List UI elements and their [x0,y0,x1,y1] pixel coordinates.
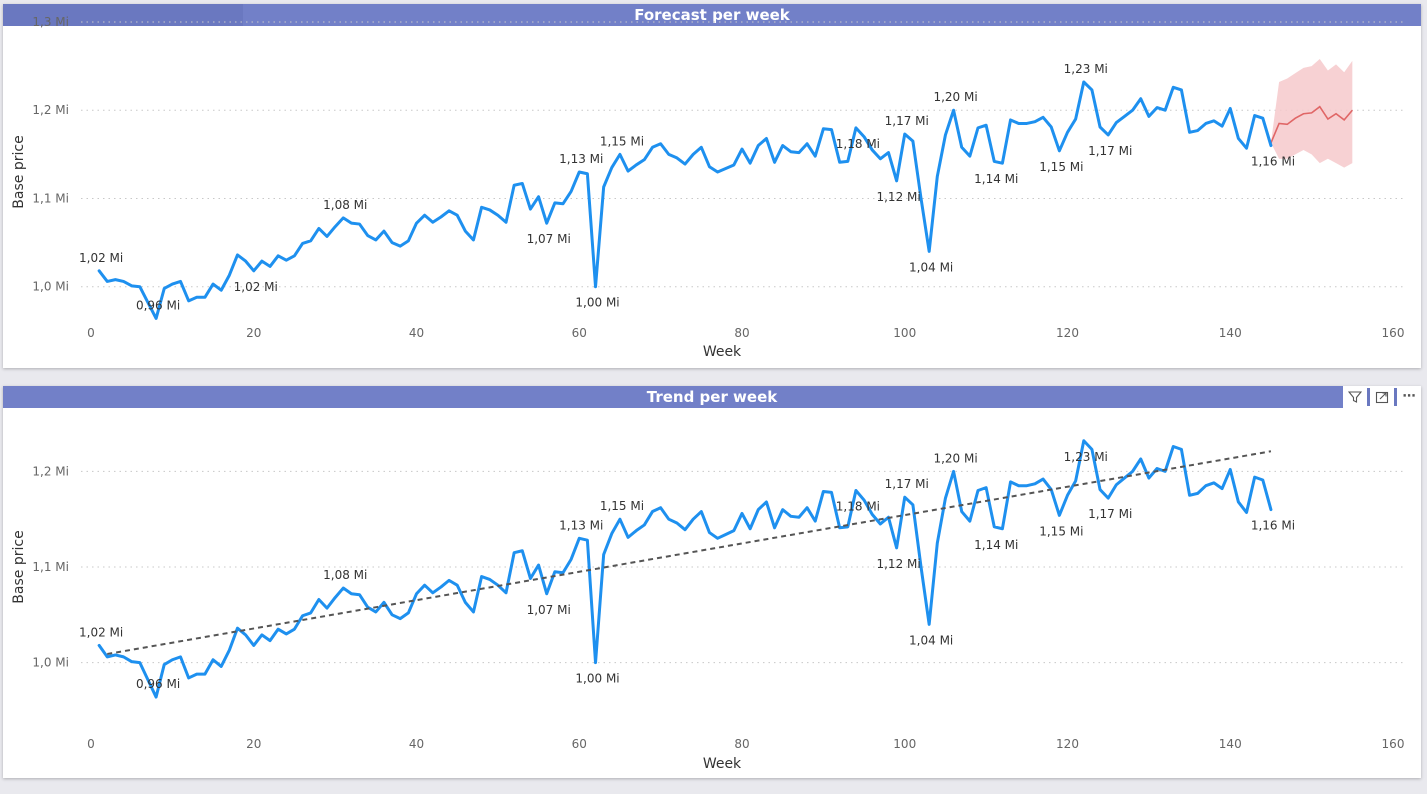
data-label: 1,15 Mi [1039,524,1083,538]
data-label: 1,08 Mi [323,568,367,582]
x-tick-label: 80 [734,326,749,340]
toolbar-separator [1394,388,1397,406]
data-label: 0,96 Mi [136,677,180,691]
x-tick-label: 140 [1219,326,1242,340]
x-tick-label: 60 [572,737,587,751]
visual-header-toolbar: ⋯ [1343,386,1421,408]
data-label: 1,04 Mi [909,633,953,647]
more-options-icon[interactable]: ⋯ [1402,389,1416,404]
y-axis-title: Base price [11,135,27,208]
x-tick-label: 0 [87,326,95,340]
x-tick-label: 100 [893,326,916,340]
y-tick-label: 1,3 Mi [32,15,69,29]
forecast-line [1270,105,1353,144]
data-label: 1,00 Mi [575,296,619,310]
data-label: 1,02 Mi [79,625,123,639]
data-label: 1,00 Mi [575,672,619,686]
data-label: 1,07 Mi [527,603,571,617]
title-bar-accent [3,4,243,26]
data-label: 1,15 Mi [600,134,644,148]
x-tick-label: 20 [246,737,261,751]
data-label: 1,04 Mi [909,260,953,274]
x-tick-label: 120 [1056,326,1079,340]
x-tick-label: 0 [87,737,95,751]
base-price-line [97,80,1273,320]
x-tick-label: 40 [409,326,424,340]
data-label: 1,18 Mi [836,500,880,514]
y-tick-label: 1,1 Mi [32,560,69,574]
x-tick-label: 160 [1382,737,1405,751]
data-label: 1,07 Mi [527,232,571,246]
x-axis-title: Week [703,344,742,360]
trend-chart-title-bar: Trend per week ⋯ [3,386,1421,408]
y-tick-label: 1,2 Mi [32,464,69,478]
data-label: 1,13 Mi [559,152,603,166]
data-label: 1,16 Mi [1251,519,1295,533]
data-label: 1,17 Mi [1088,144,1132,158]
filter-icon[interactable] [1343,386,1367,408]
data-label: 1,08 Mi [323,198,367,212]
x-tick-label: 60 [572,326,587,340]
data-label: 1,14 Mi [974,172,1018,186]
y-tick-label: 1,0 Mi [32,280,69,294]
trend-chart-title: Trend per week [646,388,778,406]
toolbar-separator [1367,388,1370,406]
data-label: 1,02 Mi [234,280,278,294]
trend-line-chart[interactable]: 1,0 Mi 1,1 Mi 1,2 Mi 0 20 40 60 80 100 120 140 160 W… [3,386,1421,778]
data-label: 1,20 Mi [933,90,977,104]
data-label: 1,13 Mi [559,518,603,532]
y-tick-label: 1,1 Mi [32,191,69,205]
y-tick-label: 1,0 Mi [32,656,69,670]
x-tick-label: 40 [409,737,424,751]
data-label: 1,23 Mi [1064,62,1108,76]
data-label: 1,14 Mi [974,538,1018,552]
x-tick-label: 120 [1056,737,1079,751]
data-label: 1,18 Mi [836,137,880,151]
data-label: 1,12 Mi [876,557,920,571]
data-label: 1,20 Mi [933,451,977,465]
data-label: 1,15 Mi [1039,160,1083,174]
x-axis-title: Week [703,756,742,772]
x-tick-label: 100 [893,737,916,751]
y-tick-label: 1,2 Mi [32,103,69,117]
forecast-line-chart[interactable]: 1,0 Mi 1,1 Mi 1,2 Mi 1,3 Mi 0 20 40 60 80 100 120 1… [3,4,1421,368]
base-price-line [97,439,1273,699]
forecast-chart-title: Forecast per week [634,6,790,24]
data-label: 1,17 Mi [885,477,929,491]
y-axis-title: Base price [11,530,27,603]
trend-line [107,450,1272,656]
x-tick-label: 160 [1382,326,1405,340]
data-label: 1,17 Mi [1088,507,1132,521]
x-tick-label: 80 [734,737,749,751]
data-label: 1,17 Mi [885,114,929,128]
x-tick-label: 20 [246,326,261,340]
forecast-chart-title-bar: Forecast per week [3,4,1421,26]
data-label: 1,23 Mi [1064,450,1108,464]
x-tick-label: 140 [1219,737,1242,751]
data-label: 1,16 Mi [1251,155,1295,169]
data-label: 1,12 Mi [876,190,920,204]
data-label: 1,15 Mi [600,499,644,513]
data-label: 0,96 Mi [136,298,180,312]
focus-mode-icon[interactable] [1370,386,1394,408]
trend-chart-visual[interactable]: Trend per week ⋯ 1,0 Mi 1,1 Mi 1,2 Mi 0 20 40… [3,386,1421,778]
forecast-chart-visual[interactable]: Forecast per week 1,0 Mi 1,1 Mi 1,2 Mi 1,3 … [3,4,1421,368]
data-label: 1,02 Mi [79,251,123,265]
